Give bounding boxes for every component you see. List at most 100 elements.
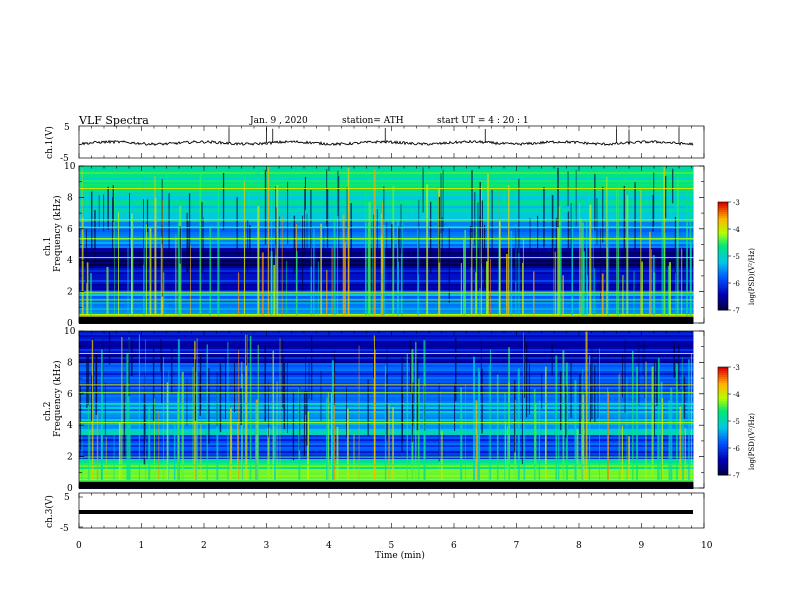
sferic-streak (333, 208, 336, 316)
colorbar-segment (718, 264, 728, 267)
sferic-streak (607, 387, 609, 481)
colorbar-tick-label: -3 (733, 364, 740, 372)
y-tick-label: 8 (67, 193, 73, 203)
colorbar-segment (718, 469, 728, 472)
quiet-streak (471, 170, 473, 239)
colorbar-tick-label: -6 (733, 445, 740, 453)
colorbar-tick-label: -5 (733, 418, 740, 426)
sferic-streak (562, 350, 565, 481)
quiet-streak (87, 354, 89, 406)
quiet-streak (146, 199, 149, 233)
spectrogram-row (79, 298, 694, 300)
quiet-streak (350, 203, 352, 265)
colorbar-segment (718, 304, 728, 307)
date-label: Jan. 9 , 2020 (249, 116, 308, 126)
quiet-streak (484, 225, 486, 289)
sferic-streak (190, 244, 191, 316)
colorbar-segment (718, 459, 728, 462)
spectrogram-row (79, 184, 694, 186)
sferic-streak (313, 229, 315, 316)
sferic-streak (574, 380, 577, 481)
quiet-streak (186, 212, 188, 273)
quiet-streak (128, 339, 130, 384)
sferic-streak (534, 402, 537, 481)
colorbar-segment (718, 405, 728, 408)
colorbar-segment (718, 308, 728, 311)
quiet-streak (551, 342, 553, 376)
quiet-streak (86, 356, 88, 408)
colorbar-segment (718, 224, 728, 227)
low-frequency-strip (79, 481, 694, 488)
sferic-streak (367, 222, 370, 316)
ch1-waveform-line (78, 139, 694, 147)
spectrogram-row (79, 343, 694, 345)
station-label: station= ATH (342, 116, 404, 126)
y-tick-label: 4 (67, 421, 73, 431)
colorbar-segment (718, 226, 728, 229)
sferic-streak (518, 247, 520, 316)
sferic-streak (348, 188, 350, 316)
sferic-streak (508, 185, 510, 316)
sferic-streak (588, 355, 591, 481)
quiet-streak (469, 226, 472, 268)
quiet-streak (398, 226, 400, 262)
sferic-streak (126, 352, 129, 481)
quiet-streak (634, 182, 636, 251)
sferic-streak (657, 358, 660, 481)
ch3-waveform-ylabel: ch.3(V) (44, 495, 55, 528)
x-tick-label: 4 (326, 541, 332, 551)
quiet-streak (491, 189, 493, 256)
sferic-streak (553, 246, 554, 316)
colorbar-tick-label: -6 (733, 280, 740, 288)
spectrogram-row (79, 202, 694, 204)
colorbar-segment (718, 280, 728, 283)
colorbar-tick-label: -7 (733, 307, 740, 315)
sferic-streak (510, 230, 513, 316)
spectrogram-row (79, 250, 694, 252)
spectrogram-row (79, 294, 694, 296)
quiet-streak (107, 186, 109, 230)
quiet-streak (302, 215, 304, 291)
quiet-streak (441, 217, 443, 262)
spectrogram-row (79, 254, 694, 256)
spectrogram-row (79, 222, 694, 224)
sferic-streak (496, 374, 499, 481)
colorbar-segment (718, 220, 728, 223)
sferic-streak (555, 355, 558, 481)
sferic-streak (460, 387, 462, 481)
sferic-streak (195, 371, 197, 481)
quiet-streak (560, 371, 562, 431)
sferic-streak (326, 397, 328, 481)
sferic-streak (276, 185, 279, 316)
sferic-streak (381, 273, 383, 316)
sferic-streak (682, 390, 684, 481)
quiet-streak (201, 202, 203, 274)
sferic-streak (249, 335, 252, 481)
spectrogram-row (79, 232, 694, 234)
sferic-streak (148, 406, 151, 481)
quiet-streak (216, 372, 218, 427)
colorbar-segment (718, 409, 728, 412)
colorbar-segment (718, 246, 728, 249)
x-tick-label: 6 (451, 541, 457, 551)
y-tick-label: 10 (64, 327, 76, 337)
sferic-streak (279, 338, 281, 481)
sferic-streak (270, 251, 273, 316)
colorbar-segment (718, 419, 728, 422)
colorbar-segment (718, 276, 728, 279)
sferic-streak (626, 195, 629, 316)
colorbar-segment (718, 399, 728, 402)
spectrogram-row (79, 296, 694, 298)
spectrogram-row (79, 272, 694, 274)
ch1-waveform-ylabel: ch.1(V) (44, 126, 55, 159)
sferic-streak (388, 403, 390, 481)
quiet-streak (94, 210, 96, 264)
quiet-streak (304, 177, 306, 210)
quiet-streak (188, 193, 191, 257)
quiet-streak (222, 173, 225, 231)
colorbar-segment (718, 449, 728, 452)
sferic-streak (652, 255, 655, 316)
ch1-spectrogram-image (79, 166, 694, 324)
quiet-streak (171, 348, 173, 394)
